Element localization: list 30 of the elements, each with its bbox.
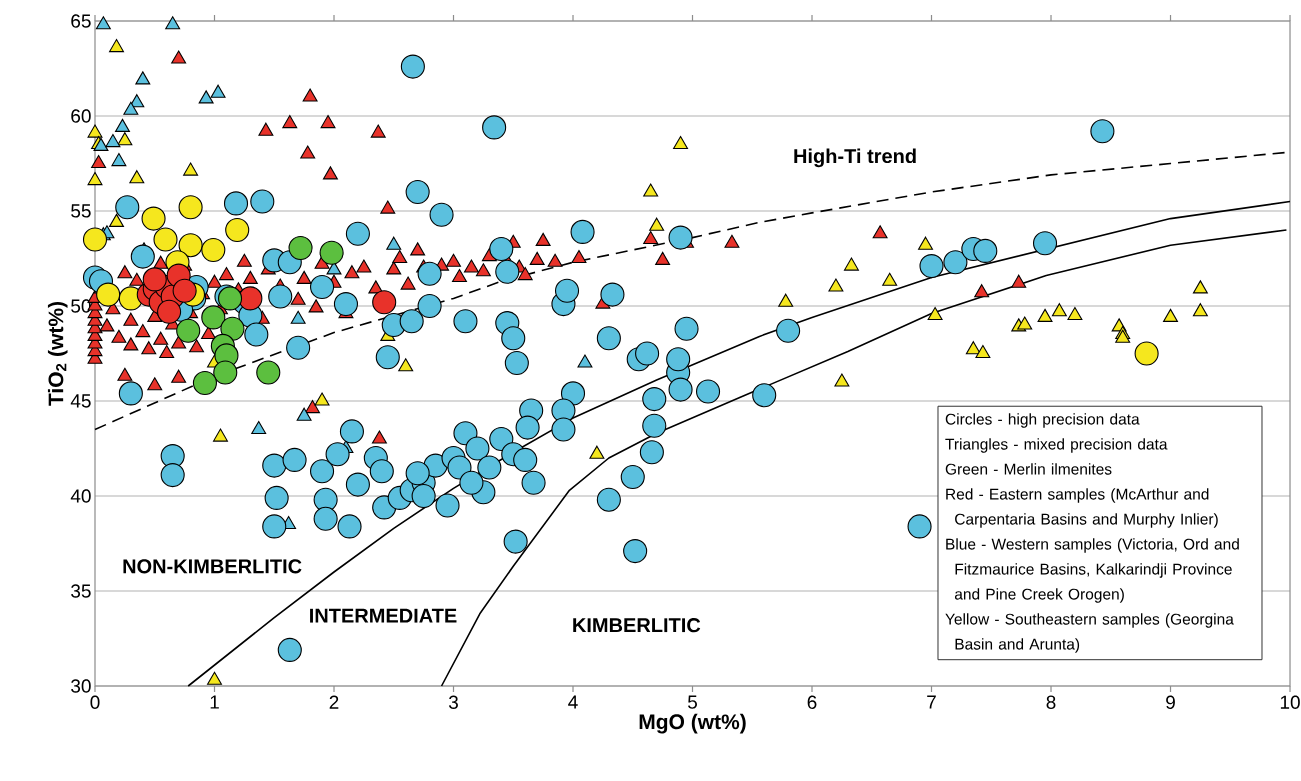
x-tick-label: 1 (210, 695, 219, 709)
y-tick-label: 45 (70, 394, 91, 408)
x-tick-label: 2 (329, 695, 339, 709)
x-tick-label: 4 (568, 695, 578, 709)
y-tick-label: 55 (71, 204, 91, 218)
y-tick-label: 35 (71, 584, 91, 598)
annotation: NON-KIMBERLITIC (123, 559, 302, 574)
x-tick-label: 6 (807, 695, 817, 709)
annotation: Green - Merlin ilmenites (945, 463, 1112, 475)
annotation: Blue - Western samples (Victoria, Ord and Fitzmaurice Basins, Kalkarindji Province and Pine Creek Orogen) (946, 538, 1239, 603)
annotation: Triangles - mixed precision data (945, 438, 1168, 453)
x-tick-label: 7 (927, 695, 936, 709)
y-tick-label: 30 (71, 679, 91, 693)
x-tick-label: 5 (687, 695, 697, 709)
x-tick-label: 9 (1166, 695, 1175, 709)
annotation: Yellow - Southeastern samples (Georgina Basin and Arunta) (945, 613, 1234, 653)
annotation: INTERMEDIATE (310, 608, 457, 623)
x-tick-label: 0 (90, 695, 100, 709)
annotation: Circles - high precision data (945, 413, 1140, 428)
x-axis-title: MgO (wt%) (639, 713, 746, 734)
x-tick-label: 10 (1280, 695, 1300, 709)
x-tick-label: 3 (448, 695, 458, 709)
y-tick-label: 65 (71, 14, 91, 28)
annotation: KIMBERLITIC (573, 618, 701, 633)
x-tick-label: 8 (1046, 695, 1056, 709)
y-axis-title: TiO$_{2}$ (wt%) (47, 301, 68, 406)
annotation: Red - Eastern samples (McArthur and Carpentaria Basins and Murphy Inlier) (946, 488, 1218, 528)
y-tick-label: 40 (70, 489, 91, 503)
y-tick-label: 60 (71, 109, 91, 123)
annotation: High-Ti trend (794, 148, 916, 168)
